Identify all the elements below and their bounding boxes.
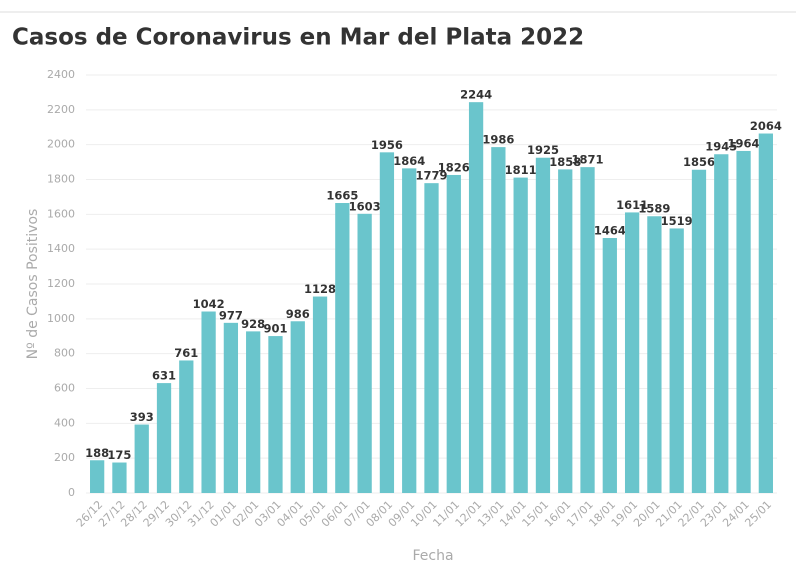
- bar: [468, 102, 484, 494]
- value-label: 1871: [572, 153, 604, 167]
- y-tick-label: 1400: [47, 242, 75, 255]
- value-label: 1964: [728, 136, 760, 150]
- bar: [134, 424, 149, 493]
- bar: [357, 213, 372, 493]
- value-label: 1128: [304, 282, 336, 296]
- bar: [535, 157, 551, 493]
- bar: [379, 152, 395, 493]
- value-label: 1603: [349, 199, 381, 213]
- chart-title: Casos de Coronavirus en Mar del Plata 20…: [12, 25, 584, 51]
- bar: [201, 311, 216, 493]
- value-label: 1811: [505, 163, 537, 177]
- value-label: 1464: [594, 224, 626, 238]
- bar: [669, 228, 684, 493]
- x-axis-label: Fecha: [412, 548, 453, 564]
- y-tick-label: 1800: [47, 173, 75, 186]
- value-label: 1986: [482, 133, 514, 147]
- bar: [602, 238, 617, 493]
- value-label: 1864: [393, 154, 425, 168]
- bar: [758, 133, 773, 493]
- bar: [112, 462, 127, 493]
- y-tick-label: 1000: [47, 312, 75, 325]
- bar: [246, 331, 261, 493]
- bar: [624, 212, 640, 494]
- bar: [691, 169, 707, 493]
- value-label: 1925: [527, 143, 559, 157]
- bar: [736, 150, 751, 494]
- bar: [290, 321, 305, 493]
- value-label: 761: [174, 346, 198, 360]
- bar: [268, 336, 283, 493]
- value-label: 1826: [438, 160, 470, 174]
- bar: [491, 147, 506, 494]
- bar: [179, 360, 194, 493]
- y-tick-label: 2200: [47, 103, 75, 116]
- value-label: 901: [263, 322, 287, 336]
- bar: [714, 154, 729, 493]
- bar: [312, 296, 328, 493]
- bar: [156, 383, 172, 493]
- y-tick-label: 1200: [47, 277, 75, 290]
- bar: [446, 174, 461, 493]
- y-axis-label: Nº de Casos Positivos: [25, 209, 41, 360]
- value-label: 2064: [750, 119, 782, 133]
- value-label: 986: [286, 307, 310, 321]
- y-tick-label: 200: [54, 451, 75, 464]
- value-label: 2244: [460, 88, 492, 102]
- value-label: 977: [219, 308, 243, 322]
- bar: [223, 322, 239, 493]
- bar: [90, 460, 105, 493]
- value-label: 1858: [549, 155, 581, 169]
- value-label: 175: [107, 448, 131, 462]
- value-label: 1589: [638, 202, 670, 216]
- value-label: 1611: [616, 198, 648, 212]
- y-tick-label: 2400: [47, 68, 75, 81]
- y-tick-label: 600: [54, 382, 75, 395]
- value-label: 1042: [193, 297, 225, 311]
- bar: [580, 167, 595, 494]
- y-tick-label: 2000: [47, 138, 75, 151]
- value-label: 188: [85, 446, 109, 460]
- bar: [335, 203, 350, 493]
- value-label: 393: [130, 410, 154, 424]
- value-label: 1665: [326, 189, 358, 203]
- y-tick-label: 1600: [47, 207, 75, 220]
- value-label: 1856: [683, 155, 715, 169]
- bar: [402, 168, 417, 493]
- value-label: 1519: [661, 214, 693, 228]
- value-label: 1945: [705, 140, 737, 154]
- y-tick-label: 0: [68, 486, 75, 499]
- value-label: 928: [241, 317, 265, 331]
- value-label: 631: [152, 369, 176, 383]
- bar: [513, 177, 528, 493]
- y-tick-label: 800: [54, 347, 75, 360]
- bar: [558, 169, 573, 494]
- bar: [647, 216, 662, 494]
- bar: [424, 183, 439, 493]
- value-label: 1779: [415, 169, 447, 183]
- value-label: 1956: [371, 138, 403, 152]
- y-tick-label: 400: [54, 416, 75, 429]
